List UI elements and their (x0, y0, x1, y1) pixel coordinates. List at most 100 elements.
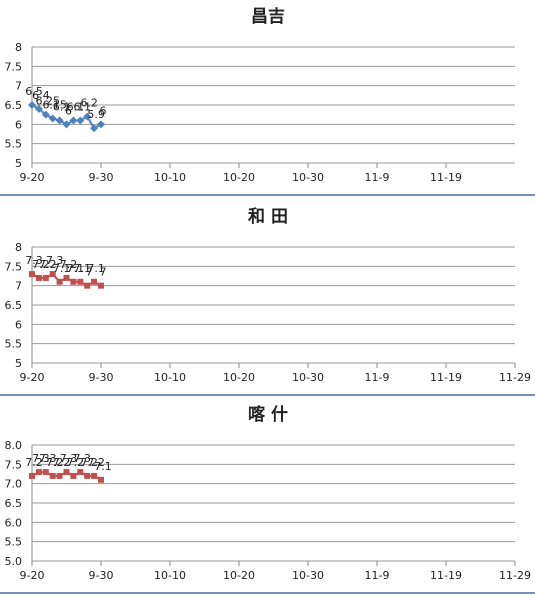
marker (62, 120, 71, 129)
data-label: 7.1 (67, 262, 85, 275)
data-label: 7.3 (74, 452, 92, 465)
marker (98, 282, 104, 289)
marker (97, 120, 105, 129)
marker (56, 278, 63, 285)
data-label: 7.2 (46, 456, 64, 469)
x-tick-label: 11-19 (430, 371, 462, 384)
y-tick-label: 6.5 (5, 299, 23, 312)
data-label: 7.3 (60, 452, 78, 465)
data-label: 7.3 (32, 452, 50, 465)
y-tick-label: 7 (15, 280, 22, 293)
x-tick-label: 10-20 (223, 171, 255, 184)
data-label: 6.4 (32, 89, 50, 102)
y-tick-label: 8 (15, 41, 22, 54)
y-tick-label: 8.0 (5, 439, 23, 452)
marker (63, 274, 70, 281)
marker (29, 271, 35, 278)
marker (77, 278, 84, 285)
y-tick-label: 5 (15, 157, 22, 170)
data-label: 7.1 (87, 262, 105, 275)
y-tick-label: 8 (15, 241, 22, 254)
y-tick-label: 7 (15, 80, 22, 93)
data-label: 7.1 (94, 460, 112, 473)
x-tick-label: 10-10 (154, 171, 186, 184)
y-tick-label: 7.5 (5, 458, 23, 471)
marker (76, 116, 85, 125)
x-tick-label: 9-20 (20, 371, 45, 384)
x-tick-label: 9-20 (20, 569, 45, 582)
data-label: 6.1 (74, 100, 92, 113)
data-label: 7.3 (46, 254, 64, 267)
data-label: 7.2 (87, 456, 105, 469)
marker (84, 282, 91, 289)
data-label: 7 (86, 266, 93, 279)
x-tick-label: 10-30 (292, 371, 324, 384)
marker (35, 274, 42, 281)
x-tick-label: 10-10 (154, 569, 186, 582)
x-tick-label: 11-19 (430, 569, 462, 582)
marker (29, 472, 35, 479)
data-label: 7.2 (67, 456, 85, 469)
marker (42, 274, 49, 281)
x-tick-label: 9-30 (89, 171, 114, 184)
data-label: 7.2 (80, 456, 98, 469)
data-label: 6.15 (42, 99, 67, 112)
marker (77, 469, 84, 476)
chart-title: 喀 什 (248, 404, 288, 425)
marker (41, 110, 50, 119)
data-label: 7.1 (74, 262, 92, 275)
marker (42, 469, 49, 476)
data-label: 7.2 (53, 456, 71, 469)
data-label: 7.2 (32, 258, 50, 271)
x-tick-label: 9-30 (89, 371, 114, 384)
data-label: 7.2 (60, 258, 78, 271)
chart-title: 昌吉 (251, 7, 285, 27)
marker (91, 278, 98, 285)
data-label: 7.1 (53, 262, 71, 275)
data-label: 7.3 (25, 254, 43, 267)
data-label: 7.3 (39, 452, 57, 465)
marker (63, 469, 70, 476)
y-tick-label: 6 (15, 118, 22, 131)
y-tick-label: 5 (15, 357, 22, 370)
x-tick-label: 9-30 (89, 569, 114, 582)
y-tick-label: 5.0 (5, 555, 23, 568)
y-tick-label: 6.0 (5, 516, 23, 529)
marker (55, 116, 64, 125)
y-tick-label: 7.5 (5, 260, 23, 273)
y-tick-label: 6.5 (5, 497, 23, 510)
x-tick-label: 11-19 (430, 171, 462, 184)
data-label: 6.1 (53, 100, 71, 113)
x-tick-label: 10-20 (223, 569, 255, 582)
data-label: 7 (100, 266, 107, 279)
marker (35, 469, 42, 476)
x-tick-label: 10-10 (154, 371, 186, 384)
marker (70, 278, 77, 285)
marker (90, 124, 99, 133)
marker (83, 112, 92, 121)
x-tick-label: 10-30 (292, 569, 324, 582)
y-tick-label: 5.5 (5, 138, 23, 151)
data-label: 6.5 (25, 85, 43, 98)
x-tick-label: 11-29 (499, 569, 531, 582)
x-tick-label: 10-20 (223, 371, 255, 384)
x-tick-label: 10-30 (292, 171, 324, 184)
y-tick-label: 5.5 (5, 536, 23, 549)
marker (56, 472, 63, 479)
x-tick-label: 11-9 (365, 171, 390, 184)
x-tick-label: 11-9 (365, 569, 390, 582)
marker (49, 271, 56, 278)
y-tick-label: 5.5 (5, 338, 23, 351)
y-tick-label: 7.5 (5, 60, 23, 73)
marker (48, 114, 57, 123)
marker (34, 104, 43, 113)
y-tick-label: 6 (15, 318, 22, 331)
data-label: 5.9 (87, 108, 105, 121)
x-tick-label: 11-9 (365, 371, 390, 384)
marker (49, 472, 56, 479)
marker (70, 472, 77, 479)
data-label: 6.25 (36, 95, 61, 108)
data-label: 6.2 (80, 97, 98, 110)
x-tick-label: 11-29 (499, 371, 531, 384)
